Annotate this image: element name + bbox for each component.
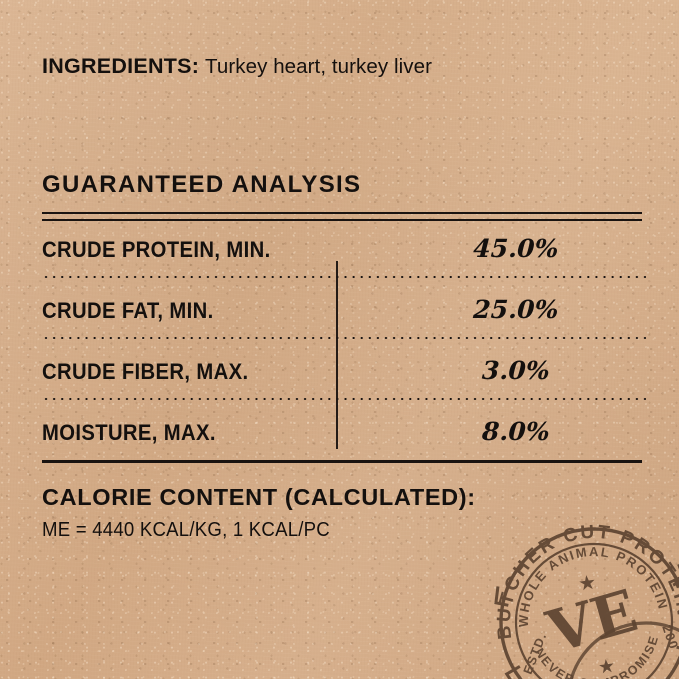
- calorie-content-title: CALORIE CONTENT (CALCULATED):: [42, 484, 476, 510]
- ingredients-label: INGREDIENTS:: [42, 54, 200, 78]
- table-row: CRUDE FIBER, MAX. 3.0%: [0, 354, 679, 414]
- header-rule-lower: [42, 218, 642, 221]
- row-separator-dotted: [42, 337, 646, 339]
- row-separator-dotted: [42, 398, 646, 400]
- column-divider: [336, 261, 338, 449]
- row-separator-dotted: [42, 276, 646, 278]
- row-label: CRUDE FAT, MIN.: [42, 298, 214, 323]
- table-bottom-rule: [42, 460, 642, 463]
- guaranteed-analysis-title: GUARANTEED ANALYSIS: [42, 171, 362, 198]
- ingredients-value: Turkey heart, turkey liver: [205, 55, 432, 78]
- header-rule-upper: [42, 212, 642, 215]
- table-row: MOISTURE, MAX. 8.0%: [0, 415, 679, 475]
- table-row: CRUDE PROTEIN, MIN. 45.0%: [0, 232, 679, 292]
- calorie-content-detail: ME = 4440 KCAL/KG, 1 KCAL/PC: [42, 519, 330, 541]
- table-row: CRUDE FAT, MIN. 25.0%: [0, 293, 679, 353]
- row-value: 45.0%: [472, 234, 560, 263]
- stamp-monogram: VE: [539, 576, 644, 666]
- ingredients-line: INGREDIENTS: Turkey heart, turkey liver: [42, 53, 642, 80]
- star-icon-top: ★: [577, 572, 597, 596]
- star-icon-bottom: ★: [597, 656, 616, 679]
- row-value: 3.0%: [481, 356, 551, 385]
- row-value: 8.0%: [481, 417, 551, 446]
- row-label: CRUDE FIBER, MAX.: [42, 359, 249, 384]
- stamp-year-text: 200: [659, 623, 679, 652]
- row-value: 25.0%: [472, 295, 560, 324]
- row-label: CRUDE PROTEIN, MIN.: [42, 237, 271, 262]
- row-label: MOISTURE, MAX.: [42, 420, 216, 445]
- butcher-cut-protein-stamp-icon: BUTCHER CUT PROTEIN WHOLE ANIMAL PROTEIN…: [482, 510, 679, 679]
